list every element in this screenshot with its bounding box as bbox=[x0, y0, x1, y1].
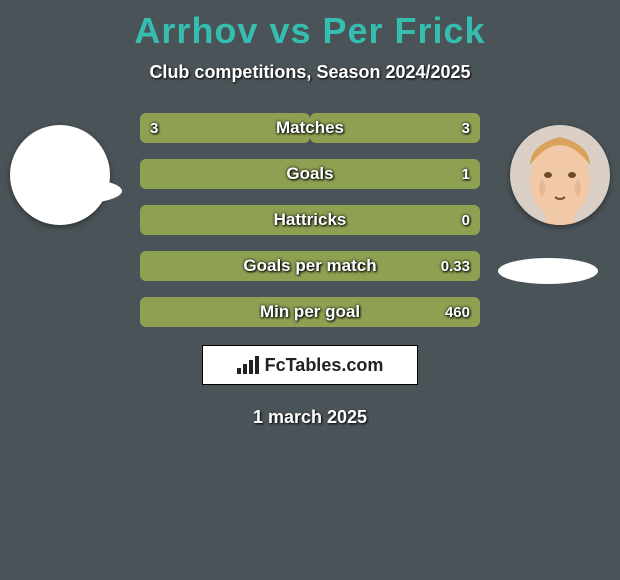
stat-value-right: 0 bbox=[462, 205, 470, 235]
stat-row: Matches33 bbox=[0, 113, 620, 143]
bar-holder: Hattricks0 bbox=[140, 205, 480, 235]
page-title: Arrhov vs Per Frick bbox=[0, 10, 620, 52]
bar-right bbox=[140, 297, 480, 327]
brand-text: FcTables.com bbox=[265, 355, 384, 376]
bar-holder: Goals1 bbox=[140, 159, 480, 189]
bar-holder: Min per goal460 bbox=[140, 297, 480, 327]
bar-right bbox=[140, 205, 480, 235]
stat-row: Goals per match0.33 bbox=[0, 251, 620, 281]
stat-value-right: 1 bbox=[462, 159, 470, 189]
bar-right bbox=[140, 159, 480, 189]
stat-value-left: 3 bbox=[150, 113, 158, 143]
bar-right bbox=[140, 251, 480, 281]
stat-row: Hattricks0 bbox=[0, 205, 620, 235]
bar-right bbox=[310, 113, 480, 143]
bars-icon bbox=[237, 356, 259, 374]
subtitle: Club competitions, Season 2024/2025 bbox=[0, 62, 620, 83]
bar-left bbox=[140, 113, 310, 143]
brand-badge[interactable]: FcTables.com bbox=[202, 345, 418, 385]
stat-value-right: 0.33 bbox=[441, 251, 470, 281]
bar-holder: Matches33 bbox=[140, 113, 480, 143]
stat-value-right: 3 bbox=[462, 113, 470, 143]
stat-row: Goals1 bbox=[0, 159, 620, 189]
bar-holder: Goals per match0.33 bbox=[140, 251, 480, 281]
content: Arrhov vs Per Frick Club competitions, S… bbox=[0, 0, 620, 428]
date-label: 1 march 2025 bbox=[0, 407, 620, 428]
stat-row: Min per goal460 bbox=[0, 297, 620, 327]
stat-value-right: 460 bbox=[445, 297, 470, 327]
